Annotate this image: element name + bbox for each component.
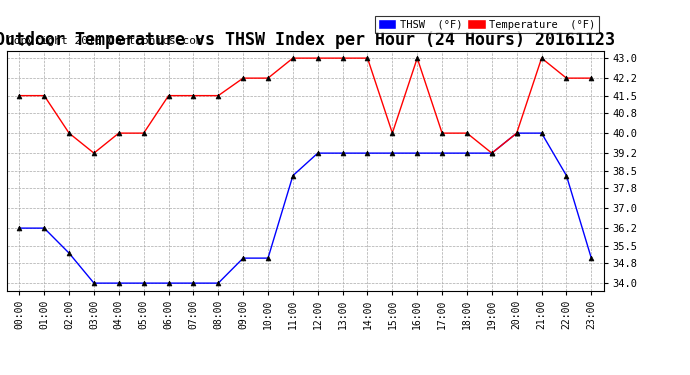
Text: Copyright 2016 Cartronics.com: Copyright 2016 Cartronics.com <box>7 36 203 46</box>
Legend: THSW  (°F), Temperature  (°F): THSW (°F), Temperature (°F) <box>375 16 598 33</box>
Title: Outdoor Temperature vs THSW Index per Hour (24 Hours) 20161123: Outdoor Temperature vs THSW Index per Ho… <box>0 31 615 49</box>
